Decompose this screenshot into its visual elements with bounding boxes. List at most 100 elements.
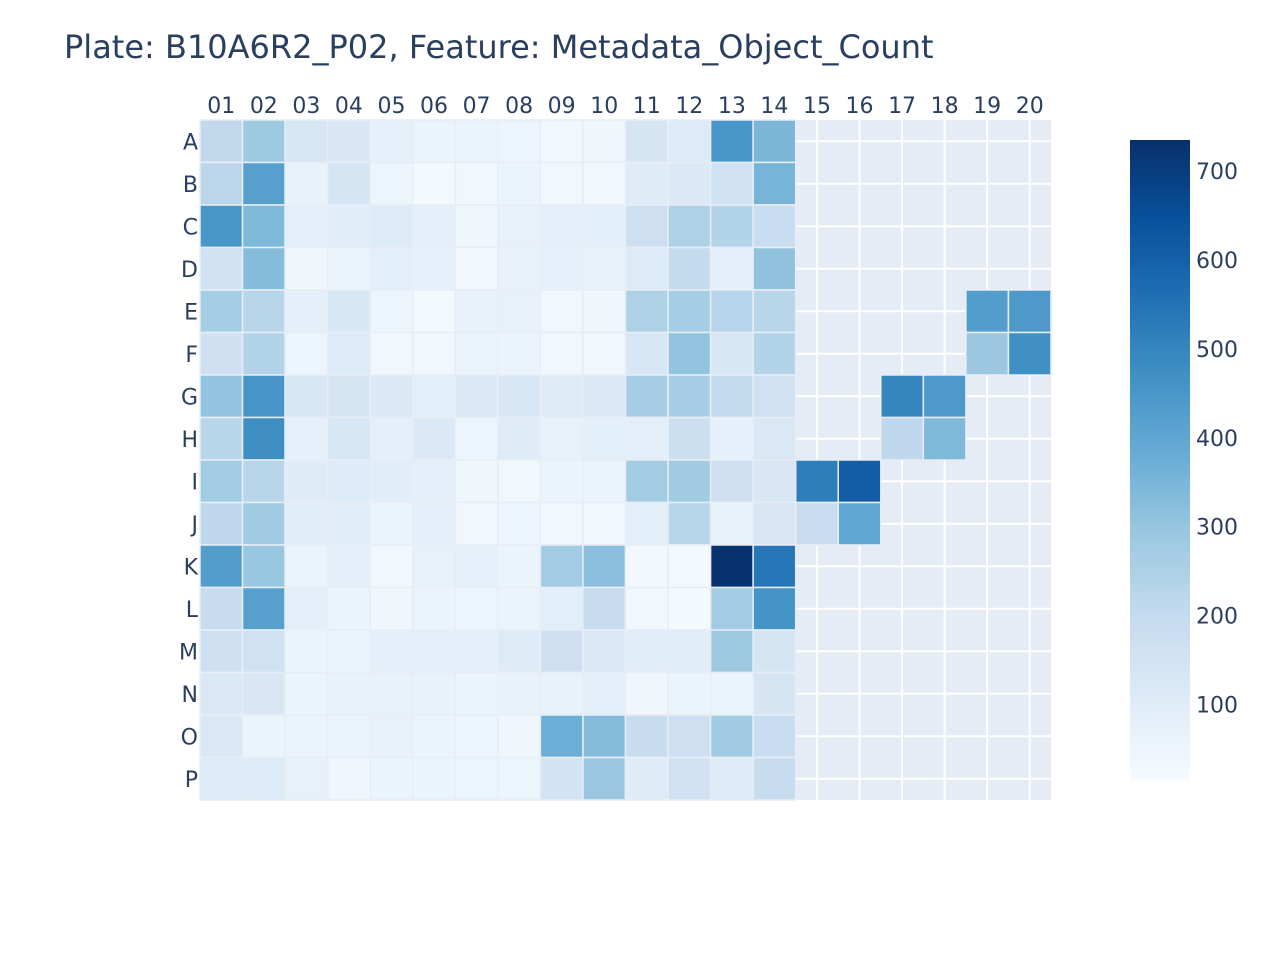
- heatmap-cell-F07: [454, 331, 499, 376]
- colorbar: 100 200 300 400 500 600 700: [1130, 140, 1238, 780]
- heatmap-cell-K12: [667, 544, 712, 589]
- heatmap-cell-B09: [539, 161, 584, 206]
- x-tick-label: 20: [1016, 94, 1044, 119]
- y-tick-label: C: [183, 215, 198, 240]
- heatmap-cell-H07: [454, 416, 499, 461]
- heatmap-cell-C09: [539, 204, 584, 249]
- heatmap-cell-C04: [326, 204, 371, 249]
- heatmap-cell-G12: [667, 374, 712, 419]
- heatmap-cell-G02: [241, 374, 286, 419]
- heatmap-cell-L01: [199, 586, 244, 631]
- y-tick-label: E: [184, 300, 198, 325]
- heatmap-cell-P12: [667, 756, 712, 801]
- heatmap-cell-N02: [241, 671, 286, 716]
- heatmap-cell-G03: [284, 374, 329, 419]
- heatmap-cell-H05: [369, 416, 414, 461]
- heatmap-cell-K05: [369, 544, 414, 589]
- heatmap-cell-P01: [199, 756, 244, 801]
- heatmap-cell-A08: [497, 119, 542, 164]
- heatmap-cell-K11: [624, 544, 669, 589]
- heatmap-cell-H04: [326, 416, 371, 461]
- heatmap-cell-H12: [667, 416, 712, 461]
- heatmap-cell-B03: [284, 161, 329, 206]
- heatmap-cell-J03: [284, 501, 329, 546]
- heatmap-cell-J02: [241, 501, 286, 546]
- heatmap-cell-I01: [199, 459, 244, 504]
- y-tick-label: A: [183, 130, 198, 155]
- x-tick-label: 15: [803, 94, 831, 119]
- heatmap-cell-I08: [497, 459, 542, 504]
- heatmap-cell-G18: [922, 374, 967, 419]
- heatmap-cell-H13: [709, 416, 754, 461]
- heatmap-cell-D02: [241, 246, 286, 291]
- heatmap-cell-O09: [539, 714, 584, 759]
- heatmap-cell-J07: [454, 501, 499, 546]
- colorbar-gradient: [1130, 140, 1190, 780]
- heatmap-cell-E10: [582, 289, 627, 334]
- heatmap-cell-O10: [582, 714, 627, 759]
- heatmap-cell-J12: [667, 501, 712, 546]
- heatmap-cell-A04: [326, 119, 371, 164]
- heatmap-cell-H18: [922, 416, 967, 461]
- heatmap-cell-F13: [709, 331, 754, 376]
- x-tick-label: 06: [420, 94, 448, 119]
- heatmap-cell-N10: [582, 671, 627, 716]
- y-tick-label: I: [192, 470, 199, 495]
- heatmap-cell-C06: [412, 204, 457, 249]
- heatmap-cell-C12: [667, 204, 712, 249]
- colorbar-tick-label: 200: [1196, 605, 1238, 630]
- heatmap-cell-B12: [667, 161, 712, 206]
- heatmap-cell-G05: [369, 374, 414, 419]
- heatmap-cell-F14: [752, 331, 797, 376]
- y-tick-label: M: [179, 640, 198, 665]
- heatmap-cell-L02: [241, 586, 286, 631]
- heatmap-cell-I06: [412, 459, 457, 504]
- heatmap-cell-I09: [539, 459, 584, 504]
- x-tick-label: 02: [250, 94, 278, 119]
- y-tick-label: L: [186, 598, 199, 623]
- heatmap-cell-L09: [539, 586, 584, 631]
- heatmap-cell-K09: [539, 544, 584, 589]
- heatmap-cell-I02: [241, 459, 286, 504]
- heatmap-cell-M04: [326, 629, 371, 674]
- heatmap-cell-L14: [752, 586, 797, 631]
- heatmap-cell-K01: [199, 544, 244, 589]
- heatmap-cell-D01: [199, 246, 244, 291]
- heatmap-cell-P13: [709, 756, 754, 801]
- y-tick-label: N: [182, 683, 198, 708]
- heatmap-cell-B08: [497, 161, 542, 206]
- heatmap-cell-F12: [667, 331, 712, 376]
- heatmap-cell-A11: [624, 119, 669, 164]
- x-tick-label: 16: [846, 94, 874, 119]
- heatmap-cell-D07: [454, 246, 499, 291]
- heatmap-cell-J16: [837, 501, 882, 546]
- heatmap-cell-G11: [624, 374, 669, 419]
- heatmap-cell-M05: [369, 629, 414, 674]
- heatmap-cell-M10: [582, 629, 627, 674]
- heatmap-cell-L06: [412, 586, 457, 631]
- heatmap-cell-O02: [241, 714, 286, 759]
- heatmap-cell-H09: [539, 416, 584, 461]
- x-tick-label: 19: [973, 94, 1001, 119]
- heatmap-cell-C08: [497, 204, 542, 249]
- heatmap-cell-E14: [752, 289, 797, 334]
- heatmap-cell-E20: [1007, 289, 1052, 334]
- y-tick-label: B: [183, 173, 198, 198]
- heatmap-cell-J01: [199, 501, 244, 546]
- x-tick-label: 10: [590, 94, 618, 119]
- heatmap-cell-P10: [582, 756, 627, 801]
- heatmap-cell-E07: [454, 289, 499, 334]
- heatmap-cell-P07: [454, 756, 499, 801]
- heatmap-cell-C07: [454, 204, 499, 249]
- heatmap-cell-J13: [709, 501, 754, 546]
- heatmap-cell-D08: [497, 246, 542, 291]
- heatmap-cell-N05: [369, 671, 414, 716]
- heatmap-cell-H17: [880, 416, 925, 461]
- heatmap-cell-D06: [412, 246, 457, 291]
- heatmap-cell-G09: [539, 374, 584, 419]
- heatmap-cell-G14: [752, 374, 797, 419]
- colorbar-tick-label: 300: [1196, 516, 1238, 541]
- colorbar-tick-label: 600: [1196, 249, 1238, 274]
- heatmap-cell-O07: [454, 714, 499, 759]
